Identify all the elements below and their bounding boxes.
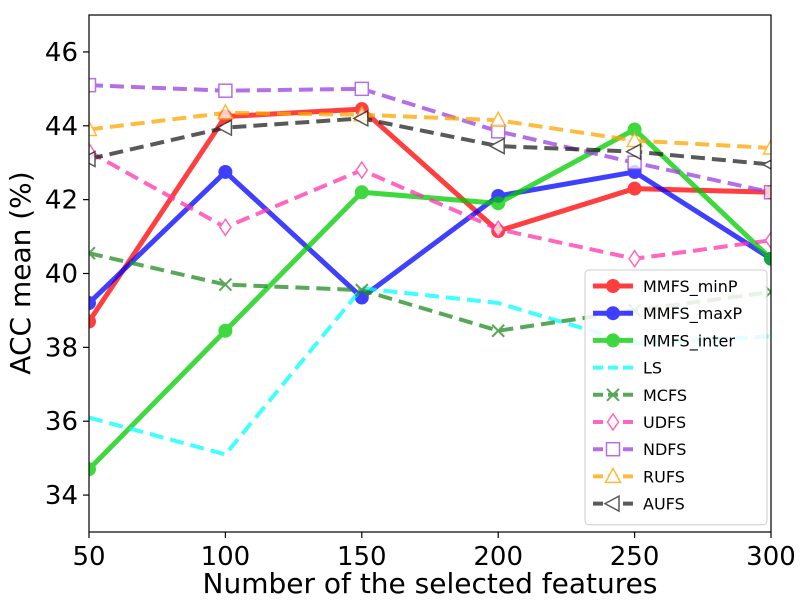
series-line-rufs: [89, 110, 771, 150]
y-tick-label: 42: [45, 186, 78, 216]
series-line-mmfs-inter: [89, 126, 771, 471]
legend-swatch: [593, 306, 633, 321]
data-point-rufs-0: [89, 119, 98, 137]
legend-marker: [606, 412, 620, 432]
legend-label: UDFS: [643, 413, 686, 432]
series-line-mmfs-maxp: [89, 169, 771, 305]
x-tick-label: 50: [72, 542, 105, 572]
legend-item-rufs: RUFS: [593, 466, 685, 486]
data-point-mcfs-3: [491, 324, 505, 338]
legend-swatch: [593, 279, 633, 293]
data-point-mmfs-minp-0: [89, 314, 96, 329]
legend-label: AUFS: [643, 495, 685, 514]
legend-item-udfs: UDFS: [593, 412, 686, 432]
series-aufs: [89, 109, 771, 170]
legend-swatch: [593, 333, 633, 348]
data-point-ndfs-1: [218, 83, 233, 98]
legend-marker: [606, 306, 620, 321]
data-point-udfs-4: [628, 249, 642, 269]
data-point-mmfs-minp-4: [627, 181, 642, 196]
data-point-mmfs-maxp-0: [89, 296, 96, 311]
legend-label: MMFS_maxP: [643, 304, 743, 324]
legend-label: LS: [643, 359, 662, 378]
series-ndfs: [89, 77, 771, 200]
data-point-ndfs-2: [354, 81, 370, 97]
data-point-mmfs-inter-2: [354, 185, 369, 200]
legend-swatch: [593, 441, 633, 457]
x-tick-label: 250: [610, 542, 660, 572]
data-point-mcfs-0: [89, 246, 96, 260]
legend-marker: [603, 494, 620, 513]
legend: MMFS_minP MMFS_maxP MMFS_inter LS MCFS UDFS ND…: [584, 269, 768, 526]
series-layer: [89, 77, 771, 477]
data-point-mmfs-inter-3: [491, 196, 506, 211]
legend-marker: [606, 333, 620, 348]
legend-swatch: [593, 388, 633, 402]
x-axis-title: Number of the selected features: [203, 567, 658, 600]
data-point-ndfs-0: [89, 77, 97, 93]
data-point-mcfs-1: [218, 277, 233, 292]
x-tick-label: 200: [473, 542, 523, 572]
data-point-aufs-1: [215, 118, 233, 137]
data-point-mmfs-maxp-1: [218, 164, 233, 179]
y-tick-label: 34: [45, 481, 78, 511]
data-point-rufs-5: [762, 138, 771, 155]
data-point-udfs-5: [764, 230, 771, 250]
legend-item-mcfs: MCFS: [593, 386, 687, 405]
legend-marker: [606, 388, 620, 402]
legend-marker: [606, 279, 620, 293]
legend-label: MMFS_minP: [643, 277, 738, 297]
series-rufs: [89, 103, 771, 155]
data-point-aufs-2: [352, 109, 369, 128]
data-point-mmfs-inter-5: [764, 251, 771, 266]
data-point-aufs-5: [761, 159, 771, 170]
ticks-layer: 50 100 150 200 250 300 34 36 38 40 42 44 46: [45, 38, 796, 572]
data-point-ndfs-5: [763, 185, 771, 200]
legend-label: MCFS: [643, 386, 687, 405]
legend-swatch: [593, 494, 633, 513]
series-line-aufs: [89, 116, 771, 167]
legend-item-ndfs: NDFS: [593, 440, 686, 459]
data-point-udfs-2: [355, 160, 369, 180]
series-line-udfs: [89, 149, 771, 261]
x-tick-label: 150: [337, 542, 387, 572]
data-point-rufs-3: [489, 110, 507, 127]
data-point-mcfs-2: [355, 283, 369, 297]
legend-item-mmfs-maxp: MMFS_maxP: [593, 304, 743, 324]
y-tick-label: 40: [45, 260, 78, 290]
legend-item-mmfs-minp: MMFS_minP: [593, 277, 738, 297]
legend-label: RUFS: [643, 467, 685, 486]
y-tick-label: 44: [45, 112, 78, 142]
data-point-udfs-1: [218, 218, 232, 237]
data-point-udfs-3: [491, 219, 505, 239]
legend-swatch: [593, 412, 633, 432]
x-tick-label: 300: [746, 542, 796, 572]
series-mmfs-maxp: [89, 164, 771, 311]
y-axis-title: ACC mean (%): [4, 171, 37, 374]
y-tick-label: 46: [45, 38, 78, 68]
legend-box: [584, 269, 768, 526]
legend-item-ls: LS: [593, 359, 662, 378]
data-point-rufs-1: [216, 103, 235, 120]
data-point-mmfs-inter-0: [89, 462, 96, 477]
y-tick-label: 36: [45, 407, 78, 437]
data-point-aufs-0: [89, 150, 96, 168]
legend-marker: [604, 466, 622, 484]
data-point-aufs-4: [625, 142, 642, 161]
series-udfs: [89, 142, 771, 269]
legend-item-aufs: AUFS: [593, 495, 685, 514]
legend-marker: [605, 441, 621, 457]
series-mmfs-inter: [89, 122, 771, 477]
y-tick-label: 38: [45, 333, 78, 363]
data-point-mmfs-inter-1: [218, 323, 233, 338]
legend-label: NDFS: [643, 440, 686, 459]
data-point-aufs-3: [488, 137, 505, 155]
x-tick-label: 100: [201, 542, 251, 572]
legend-label: MMFS_inter: [643, 331, 735, 351]
series-line-ndfs: [89, 83, 771, 195]
legend-item-mmfs-inter: MMFS_inter: [593, 331, 735, 351]
legend-swatch: [593, 466, 633, 484]
